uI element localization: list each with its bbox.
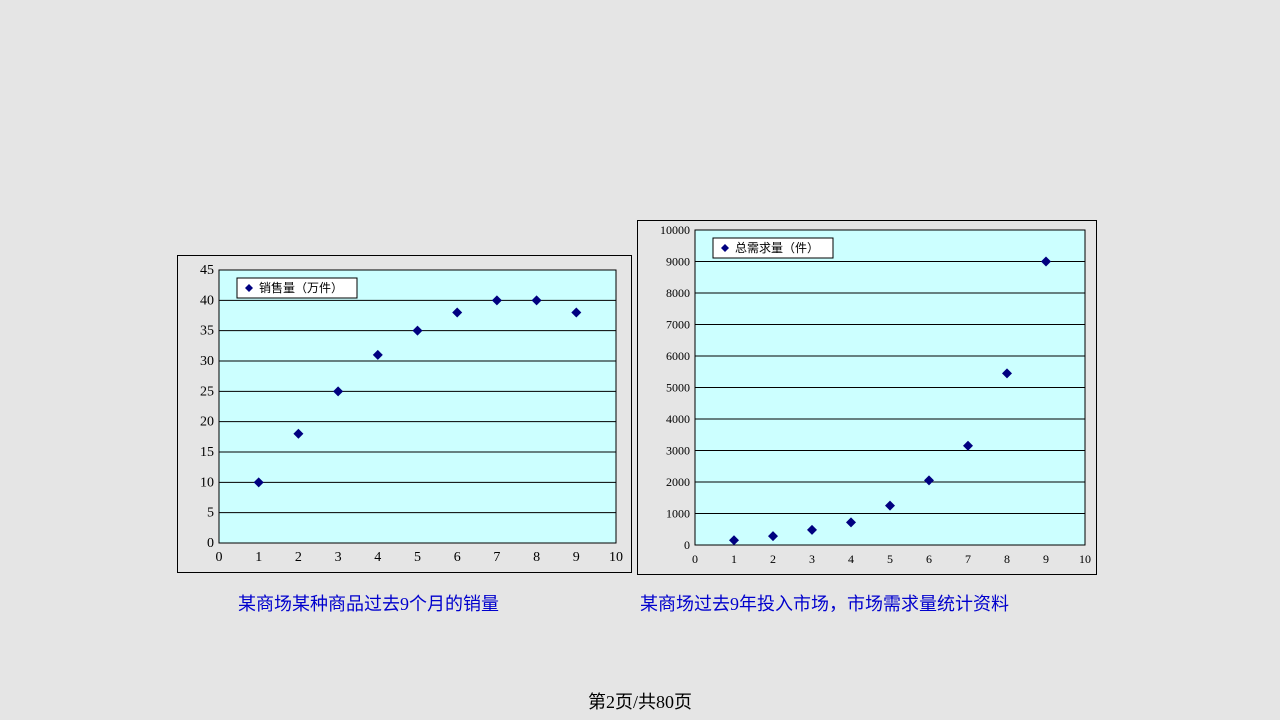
demand-chart-xtick: 8 [1004,552,1010,566]
demand-chart-legend-label: 总需求量（件） [735,241,819,255]
demand-chart-ytick: 5000 [666,381,690,395]
page-number: 第2页/共80页 [588,688,692,714]
sales-chart-ytick: 40 [200,293,214,308]
sales-chart-ytick: 20 [200,415,214,430]
sales-chart-ytick: 10 [200,475,214,490]
sales-chart-xtick: 6 [454,550,461,565]
sales-chart-ytick: 25 [200,384,214,399]
demand-chart-xtick: 9 [1043,552,1049,566]
demand-chart-xtick: 2 [770,552,776,566]
demand-chart-xtick: 0 [692,552,698,566]
sales-chart-caption: 某商场某种商品过去9个月的销量 [238,590,499,616]
sales-chart-legend: 销售量（万件） [237,278,357,298]
sales-chart-xtick: 8 [533,550,540,565]
sales-chart-legend-label: 销售量（万件） [259,280,343,295]
demand-chart-legend: 总需求量（件） [713,238,833,258]
demand-chart-ytick: 9000 [666,255,690,269]
demand-chart-ytick: 1000 [666,507,690,521]
sales-chart-ytick: 15 [200,445,214,460]
demand-chart-ytick: 8000 [666,286,690,300]
demand-chart-xtick: 1 [731,552,737,566]
sales-chart-ytick: 45 [200,263,214,278]
sales-chart-xtick: 1 [255,550,262,565]
sales-chart-ytick: 30 [200,354,214,369]
demand-chart-ytick: 2000 [666,475,690,489]
demand-chart-xtick: 4 [848,552,854,566]
sales-chart: 051015202530354045012345678910销售量（万件） [177,255,632,573]
demand-chart-xtick: 10 [1079,552,1091,566]
sales-chart-xtick: 7 [493,550,500,565]
sales-chart-ytick: 35 [200,324,214,339]
sales-chart-plot-area [219,270,616,543]
sales-chart-xtick: 0 [216,550,223,565]
demand-chart-ytick: 3000 [666,444,690,458]
demand-chart-svg: 0100020003000400050006000700080009000100… [637,220,1097,575]
sales-chart-ytick: 0 [207,536,214,551]
demand-chart-caption: 某商场过去9年投入市场，市场需求量统计资料 [640,590,1009,616]
demand-chart-xtick: 3 [809,552,815,566]
demand-chart-ytick: 4000 [666,412,690,426]
demand-chart-ytick: 6000 [666,349,690,363]
sales-chart-xtick: 10 [609,550,623,565]
sales-chart-xtick: 9 [573,550,580,565]
sales-chart-xtick: 4 [374,550,381,565]
sales-chart-svg: 051015202530354045012345678910销售量（万件） [177,255,632,573]
demand-chart-xtick: 7 [965,552,971,566]
demand-chart-ytick: 10000 [660,223,690,237]
sales-chart-xtick: 5 [414,550,421,565]
sales-chart-ytick: 5 [207,506,214,521]
demand-chart-xtick: 5 [887,552,893,566]
demand-chart: 0100020003000400050006000700080009000100… [637,220,1097,575]
demand-chart-ytick: 7000 [666,318,690,332]
sales-chart-xtick: 3 [335,550,342,565]
slide: 051015202530354045012345678910销售量（万件） 01… [0,0,1280,720]
sales-chart-xtick: 2 [295,550,302,565]
demand-chart-ytick: 0 [684,538,690,552]
demand-chart-xtick: 6 [926,552,932,566]
